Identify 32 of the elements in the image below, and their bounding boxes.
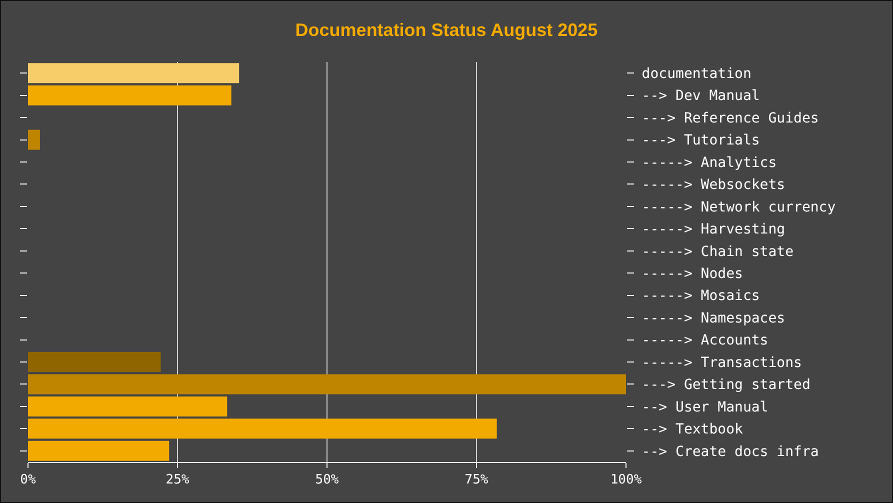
bar (28, 396, 228, 416)
y-tick-label: -----> Network currency (642, 199, 836, 216)
y-tick-label: -----> Chain state (642, 244, 794, 260)
y-tick-label: -----> Harvesting (642, 222, 786, 238)
x-tick-label: 25% (166, 472, 190, 488)
bar (28, 440, 170, 461)
x-tick-label: 75% (464, 472, 488, 488)
y-tick-label: -----> Transactions (642, 354, 802, 371)
y-tick-label: documentation (642, 66, 752, 82)
y-tick-label: --> Create docs infra (642, 444, 819, 460)
bar (28, 352, 161, 372)
y-tick-label: -----> Nodes (642, 266, 743, 282)
bar (28, 130, 40, 150)
bar (28, 63, 240, 84)
y-tick-label: --> Dev Manual (642, 88, 760, 104)
x-tick-label: 50% (315, 472, 339, 488)
y-tick-label: -----> Websockets (642, 177, 786, 194)
y-tick-label: ---> Getting started (642, 377, 810, 394)
x-tick-label: 100% (610, 472, 642, 488)
y-tick-label: --> Textbook (642, 422, 744, 438)
chart-title: Documentation Status August 2025 (295, 20, 598, 40)
y-tick-label: -----> Mosaics (642, 288, 760, 304)
x-tick-label: 0% (20, 472, 36, 488)
y-tick-label: -----> Accounts (642, 332, 768, 349)
y-tick-label: -----> Analytics (642, 154, 777, 171)
bar (28, 85, 232, 106)
y-tick-label: ---> Tutorials (642, 132, 760, 149)
y-tick-label: --> User Manual (642, 399, 768, 416)
bar (28, 418, 497, 439)
y-tick-label: ---> Reference Guides (642, 110, 819, 126)
bar (28, 374, 626, 394)
y-tick-label: -----> Namespaces (642, 310, 786, 326)
